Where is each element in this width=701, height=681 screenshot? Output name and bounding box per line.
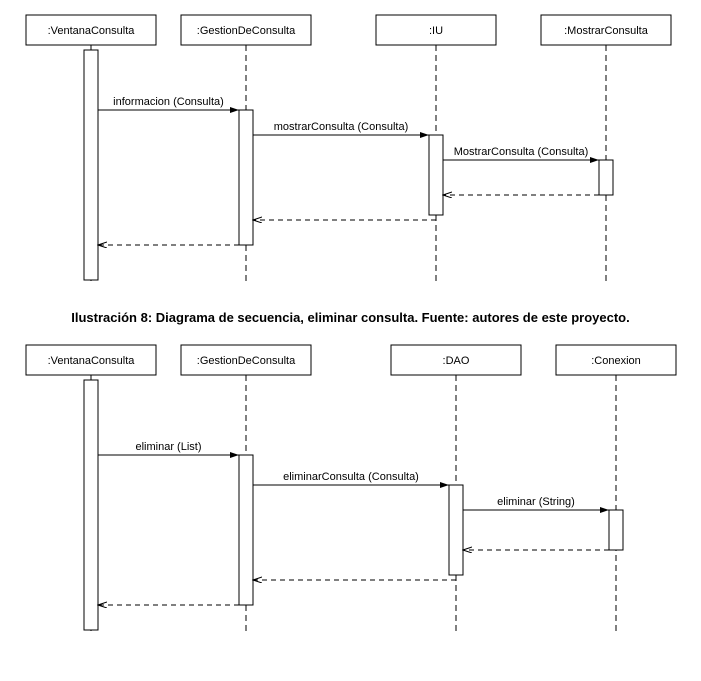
message-label: mostrarConsulta (Consulta) — [273, 121, 408, 133]
activation-ventana — [84, 50, 98, 280]
svg-text::Conexion: :Conexion — [591, 355, 641, 367]
caption: Ilustración 8: Diagrama de secuencia, el… — [10, 310, 691, 325]
activation-dao — [449, 485, 463, 575]
svg-text::GestionDeConsulta: :GestionDeConsulta — [196, 355, 295, 367]
svg-text::VentanaConsulta: :VentanaConsulta — [47, 355, 135, 367]
activation-ventana — [84, 380, 98, 630]
activation-conexion — [609, 510, 623, 550]
diagram-2: :VentanaConsulta :GestionDeConsulta :DAO :C… — [11, 340, 691, 640]
svg-text::MostrarConsulta: :MostrarConsulta — [564, 25, 649, 37]
svg-text::VentanaConsulta: :VentanaConsulta — [47, 25, 135, 37]
activation-gestion — [239, 110, 253, 245]
sequence-diagram-1: :VentanaConsulta :GestionDeConsulta :IU :Mo… — [11, 10, 691, 290]
message-label: informacion (Consulta) — [113, 96, 224, 108]
activation-mostrar — [599, 160, 613, 195]
sequence-diagram-2: :VentanaConsulta :GestionDeConsulta :DAO :C… — [11, 340, 691, 640]
svg-text::GestionDeConsulta: :GestionDeConsulta — [196, 25, 295, 37]
activation-gestion — [239, 455, 253, 605]
lifeline-conexion: :Conexion — [556, 345, 676, 635]
message-label: MostrarConsulta (Consulta) — [453, 146, 588, 158]
activation-iu — [429, 135, 443, 215]
svg-text::IU: :IU — [428, 25, 442, 37]
message-label: eliminar (String) — [497, 496, 575, 508]
message-label: eliminar (List) — [135, 441, 201, 453]
svg-text::DAO: :DAO — [442, 355, 469, 367]
diagram-1: :VentanaConsulta :GestionDeConsulta :IU :Mo… — [11, 10, 691, 290]
message-label: eliminarConsulta (Consulta) — [283, 471, 419, 483]
